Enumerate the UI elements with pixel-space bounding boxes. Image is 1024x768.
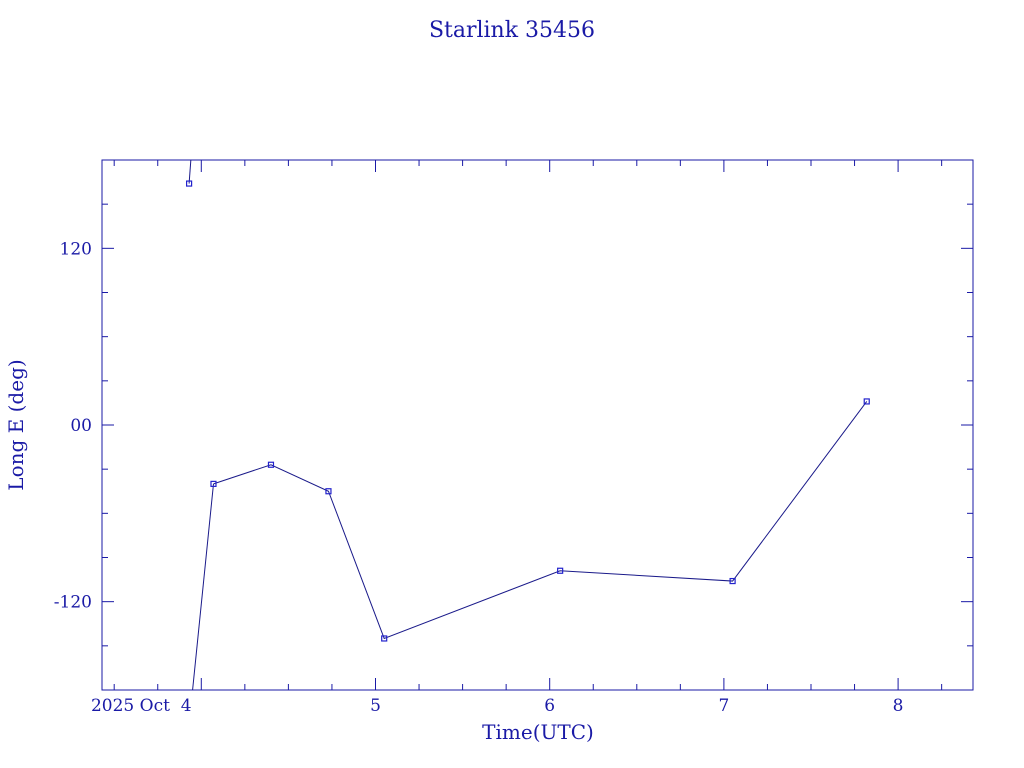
wrap-segment — [192, 483, 214, 691]
x-tick-label: 8 — [893, 696, 904, 716]
x-tick-label: 2025 Oct 4 — [91, 696, 192, 716]
series-polyline — [213, 401, 868, 640]
series-line — [188, 159, 868, 691]
y-axis-label: Long E (deg) — [4, 359, 28, 490]
data-point — [186, 180, 193, 187]
data-point — [863, 398, 870, 405]
y-tick-label: 120 — [60, 239, 92, 259]
x-tick-label: 5 — [370, 696, 381, 716]
plot-axes — [101, 159, 974, 691]
data-point — [210, 480, 217, 487]
data-point — [381, 635, 388, 642]
x-tick-label: 7 — [718, 696, 729, 716]
data-point — [729, 577, 736, 585]
x-axis-label: Time(UTC) — [482, 720, 594, 744]
data-markers — [186, 180, 870, 642]
tick-labels: 2025 Oct 4 5 6 7 8 120 00 -120 — [54, 239, 904, 716]
y-tick-label: -120 — [54, 593, 92, 613]
x-tick-label: 6 — [544, 696, 555, 716]
chart-title: Starlink 35456 — [429, 18, 595, 43]
axis-ticks — [102, 160, 973, 690]
data-point — [267, 461, 275, 468]
plot-frame — [101, 159, 974, 691]
wrap-segment — [188, 159, 192, 184]
data-point — [557, 567, 564, 574]
data-point — [325, 488, 332, 495]
y-tick-label: 00 — [70, 416, 92, 436]
